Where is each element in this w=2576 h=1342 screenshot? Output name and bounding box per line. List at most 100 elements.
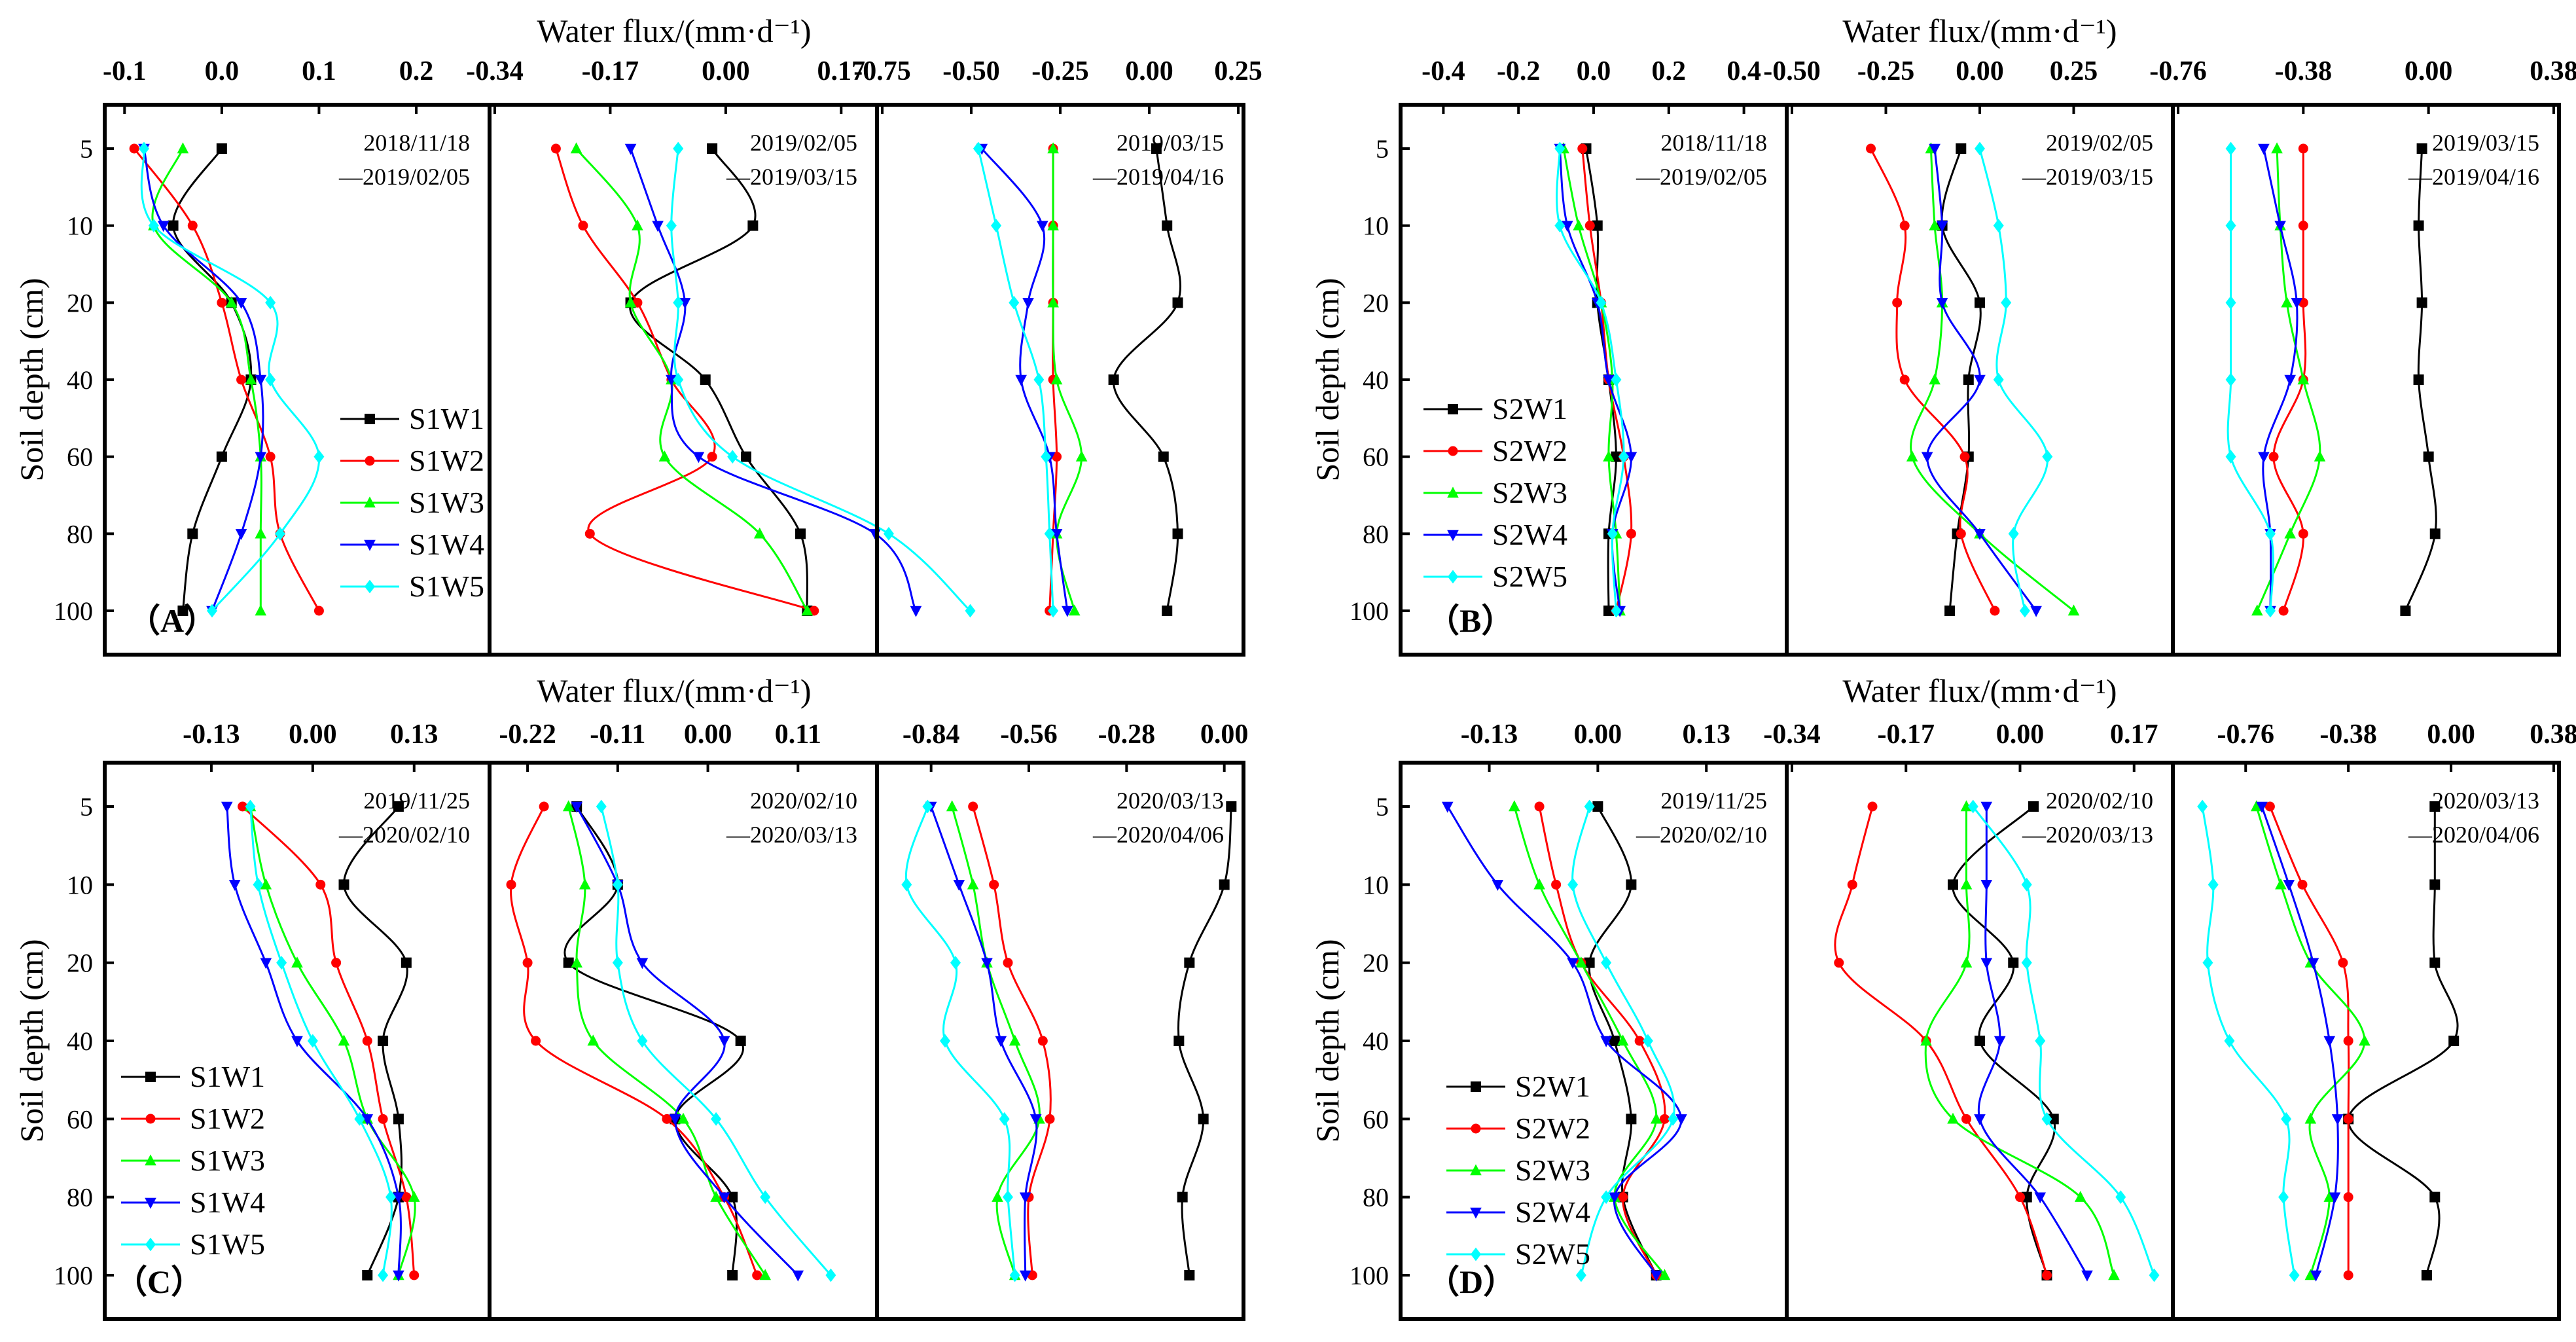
data-point	[1975, 141, 1985, 156]
data-point	[2019, 604, 2030, 618]
legend-entry-s2w1: S2W1	[1515, 1070, 1590, 1103]
data-point	[1015, 374, 1027, 386]
data-point	[2081, 1270, 2093, 1282]
legend-marker	[1471, 1081, 1481, 1092]
data-point	[313, 450, 325, 464]
data-point	[2250, 800, 2263, 812]
data-point	[291, 956, 303, 968]
series-s2w4	[1441, 801, 1687, 1282]
data-point	[2423, 451, 2434, 462]
data-point	[1037, 1036, 1048, 1046]
depth-tick-label: 5	[80, 134, 93, 164]
data-point	[1625, 452, 1637, 463]
data-point	[338, 879, 349, 890]
data-point	[2314, 450, 2326, 462]
data-point	[2307, 958, 2319, 970]
depth-tick-label: 60	[67, 1104, 93, 1134]
x-tick-label: -0.4	[1422, 56, 1465, 86]
panel-label: （C）	[115, 1263, 204, 1300]
data-point	[1866, 143, 1876, 154]
data-point	[2304, 1112, 2317, 1124]
data-point	[1003, 958, 1013, 968]
series-s1w3	[148, 142, 267, 616]
data-point	[550, 143, 561, 154]
depth-tick-label: 20	[67, 949, 93, 978]
data-point	[1567, 877, 1579, 892]
data-point	[2256, 801, 2268, 813]
data-point	[2343, 1114, 2353, 1124]
data-point	[1921, 452, 1933, 463]
data-point	[1226, 801, 1237, 812]
x-tick-label: -0.13	[1461, 719, 1518, 750]
data-point	[255, 452, 267, 463]
depth-tick-label: 60	[1363, 443, 1389, 472]
period-end-label: —2019/04/16	[1092, 164, 1224, 190]
series-s2w3	[2250, 800, 2370, 1280]
data-point	[612, 877, 623, 892]
panel-frame	[1399, 761, 2561, 1321]
data-point	[1075, 450, 1088, 462]
data-point	[1151, 143, 1162, 154]
data-point	[673, 141, 684, 156]
data-point	[707, 143, 718, 154]
data-point	[354, 1112, 365, 1126]
series-s1w3	[244, 800, 420, 1280]
series-s1w2	[968, 801, 1055, 1280]
data-point	[710, 1191, 722, 1202]
data-point	[1037, 221, 1048, 232]
data-point	[2021, 956, 2032, 970]
data-point	[2413, 220, 2424, 231]
x-tick-label: -0.56	[1000, 719, 1058, 750]
subplot-c-2: -0.22 -0.11 0.00 0.11 2020/02/10 —2020/03/13	[488, 719, 857, 1319]
data-point	[1626, 528, 1636, 539]
data-point	[1980, 880, 1993, 891]
data-point	[393, 1114, 404, 1125]
legend-entry-s1w5: S1W5	[409, 570, 484, 603]
data-point	[2421, 1270, 2432, 1280]
data-point	[265, 295, 276, 310]
data-point	[1974, 374, 1986, 386]
data-point	[177, 142, 189, 154]
data-point	[707, 452, 717, 462]
data-point	[953, 880, 965, 891]
legend-entry-s2w1: S2W1	[1492, 392, 1567, 426]
series-s2w5	[1975, 141, 2053, 618]
legend: S1W1 S1W2 S1W3 S1W4 S1W5	[340, 402, 484, 603]
data-point	[2028, 801, 2039, 812]
data-point	[2416, 143, 2427, 154]
data-point	[1044, 526, 1055, 541]
data-point	[940, 1034, 950, 1048]
series-s1w5	[245, 799, 396, 1282]
legend-marker	[145, 1072, 156, 1082]
x-tick-label: 0.00	[702, 56, 750, 86]
legend-marker	[145, 1114, 156, 1124]
data-point	[992, 1191, 1003, 1202]
data-point	[2074, 1191, 2086, 1202]
x-tick-label: -0.76	[2149, 56, 2207, 86]
data-point	[1162, 220, 1173, 231]
data-point	[1551, 879, 1562, 890]
data-point	[1003, 1190, 1013, 1205]
data-point	[2413, 374, 2424, 385]
yaxis-title: Soil depth (cm)	[1309, 278, 1346, 481]
data-point	[741, 451, 751, 462]
subplot-a-3: -0.75 -0.50 -0.25 0.00 0.25 2019/03/15 —2019/0…	[853, 56, 1262, 655]
data-point	[1936, 298, 1948, 309]
x-tick-label: -0.22	[499, 719, 556, 750]
data-point	[1980, 801, 1993, 813]
data-point	[408, 1191, 420, 1202]
x-tick-label: 0.0	[205, 56, 240, 86]
legend-marker	[1471, 1247, 1481, 1261]
period-start-label: 2019/02/05	[750, 130, 857, 156]
data-point	[1562, 221, 1573, 232]
data-point	[129, 143, 139, 154]
data-point	[1618, 450, 1629, 464]
data-point	[1947, 1112, 1959, 1124]
period-start-label: 2020/03/13	[1117, 788, 1224, 814]
data-point	[2284, 527, 2296, 539]
x-tick-label: 0.00	[1996, 719, 2045, 750]
yaxis-title: Soil depth (cm)	[13, 939, 50, 1142]
data-point	[1650, 1270, 1662, 1282]
series-line	[575, 148, 808, 611]
data-point	[1899, 374, 1910, 385]
